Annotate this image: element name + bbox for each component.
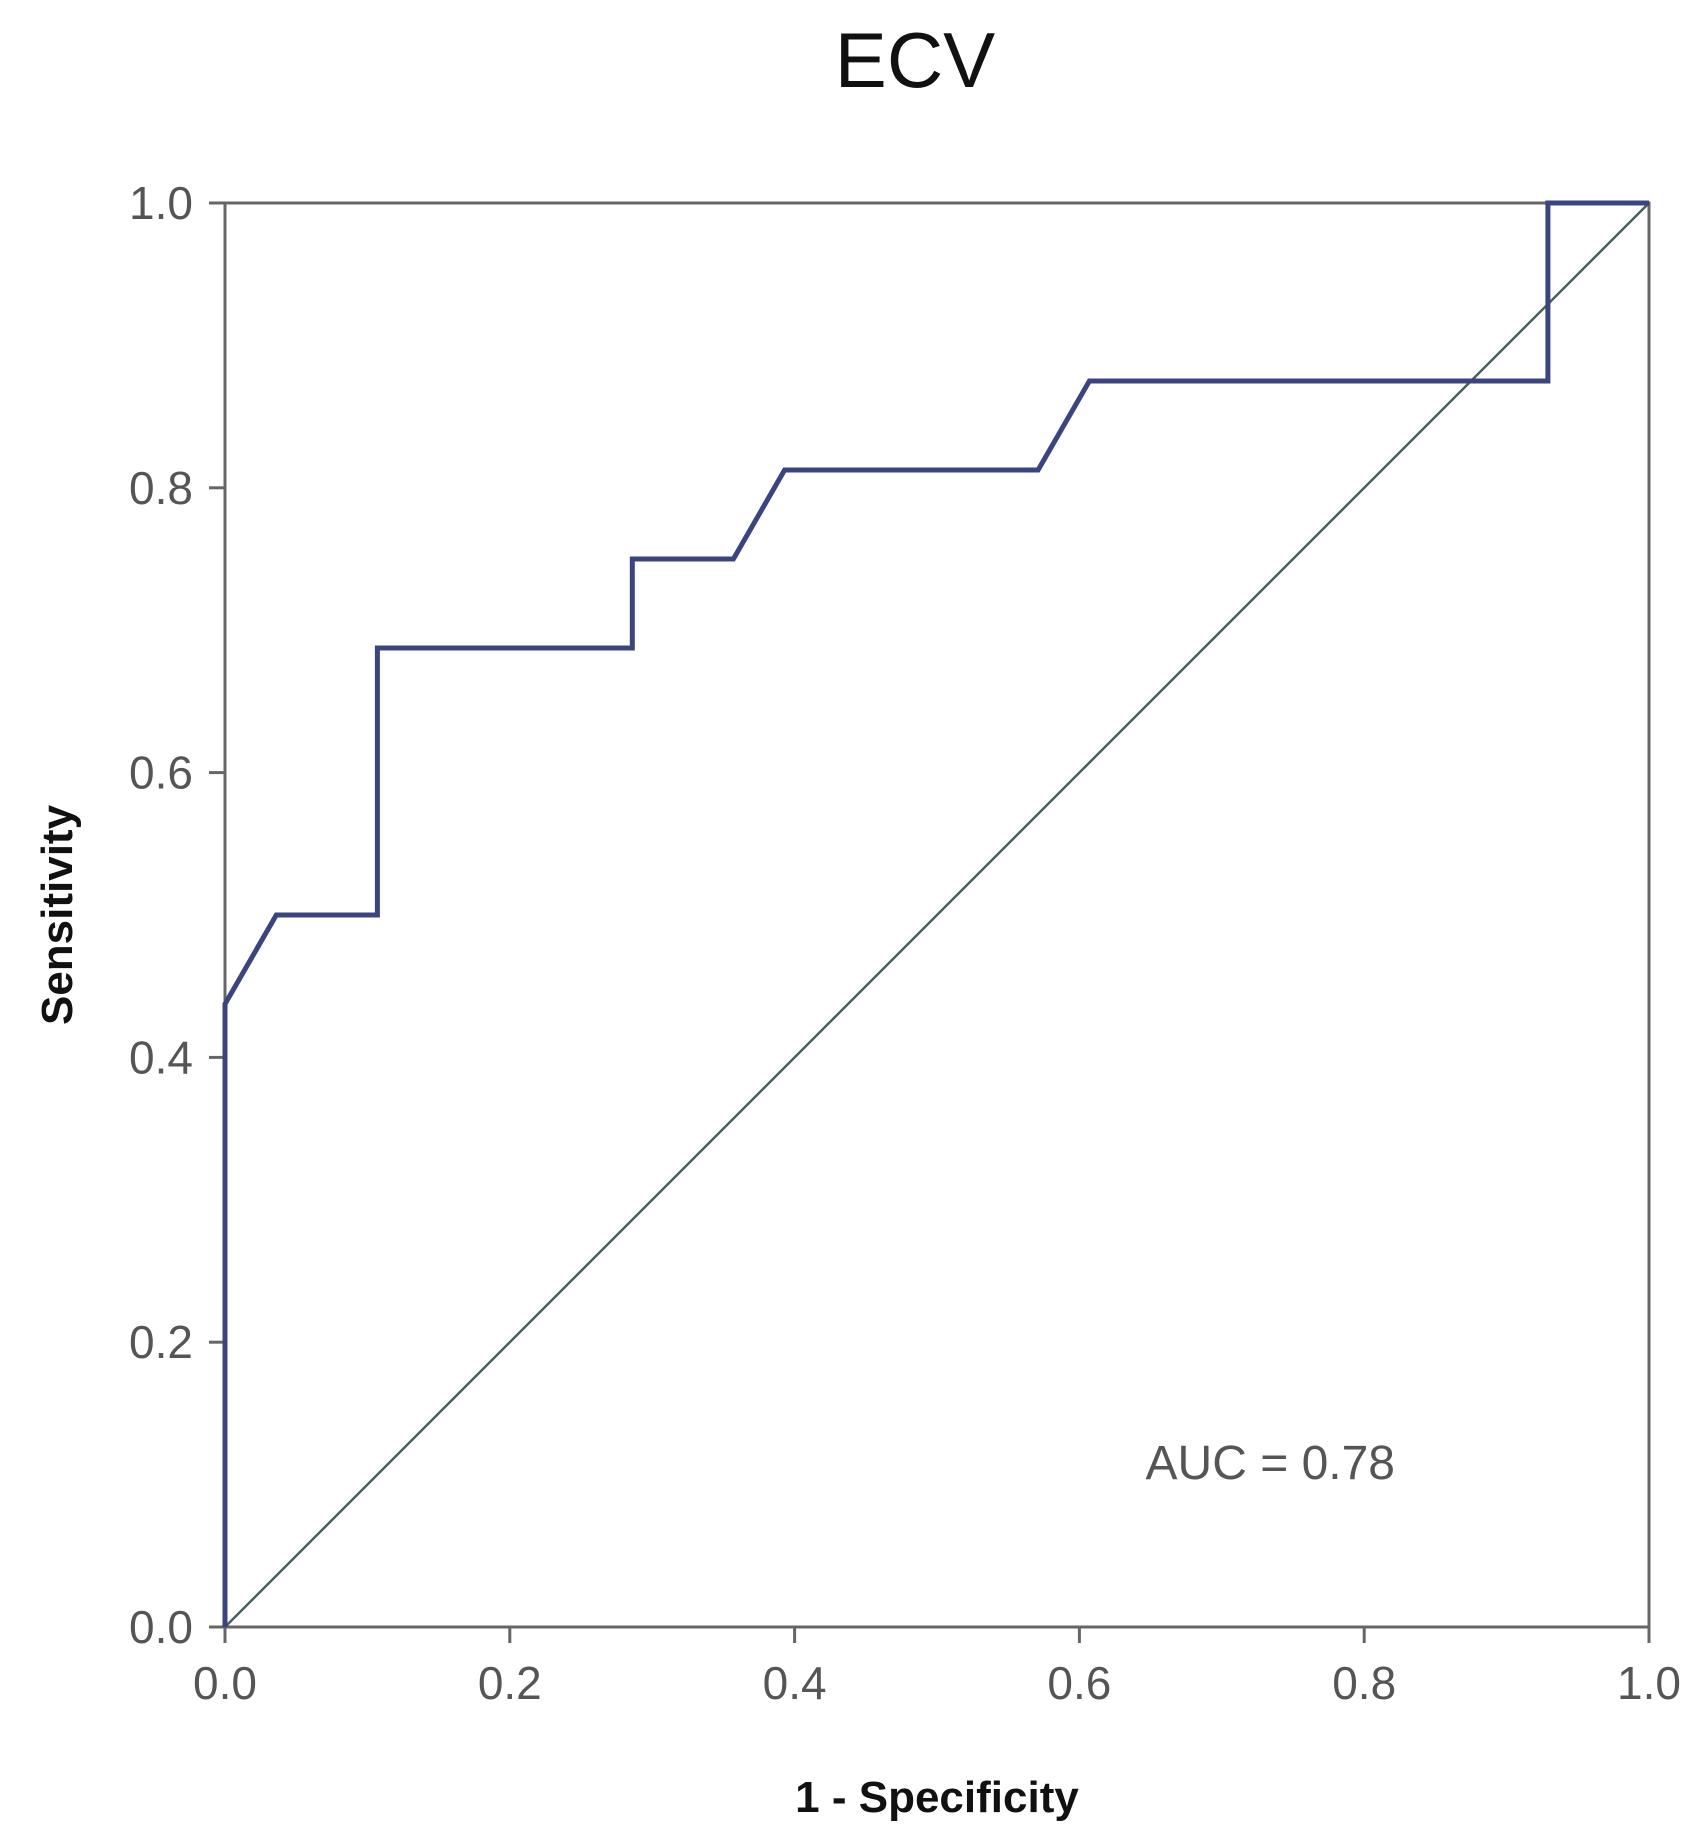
plot-frame <box>223 201 1651 1629</box>
x-axis-label: 1 - Specificity <box>795 1773 1079 1822</box>
x-tick-label: 1.0 <box>1617 1657 1681 1709</box>
x-tick-label: 0.0 <box>193 1657 257 1709</box>
y-tick-label: 0.8 <box>129 462 193 514</box>
y-axis-label: Sensitivity <box>33 804 82 1025</box>
y-tick-label: 0.2 <box>129 1316 193 1368</box>
series-layer <box>222 200 1649 1627</box>
x-tick-label: 0.2 <box>478 1657 542 1709</box>
y-tick-label: 0.4 <box>129 1031 193 1083</box>
reference-layer <box>224 202 1650 1628</box>
y-tick-label: 0.0 <box>129 1601 193 1653</box>
y-tick-label: 0.6 <box>129 747 193 799</box>
chart-title: ECV <box>835 16 995 104</box>
x-tick-label: 0.6 <box>1047 1657 1111 1709</box>
axes: 0.0 0.2 0.4 0.6 0.8 1.0 0.0 0.2 0.4 0.6 0.8 1.0 <box>129 177 1681 1709</box>
roc-curve-line <box>222 200 1649 1627</box>
x-tick-label: 0.8 <box>1332 1657 1396 1709</box>
y-tick-label: 1.0 <box>129 177 193 229</box>
auc-annotation: AUC = 0.78 <box>1146 1437 1395 1490</box>
reference-diagonal-line <box>224 202 1650 1628</box>
x-tick-label: 0.4 <box>763 1657 827 1709</box>
